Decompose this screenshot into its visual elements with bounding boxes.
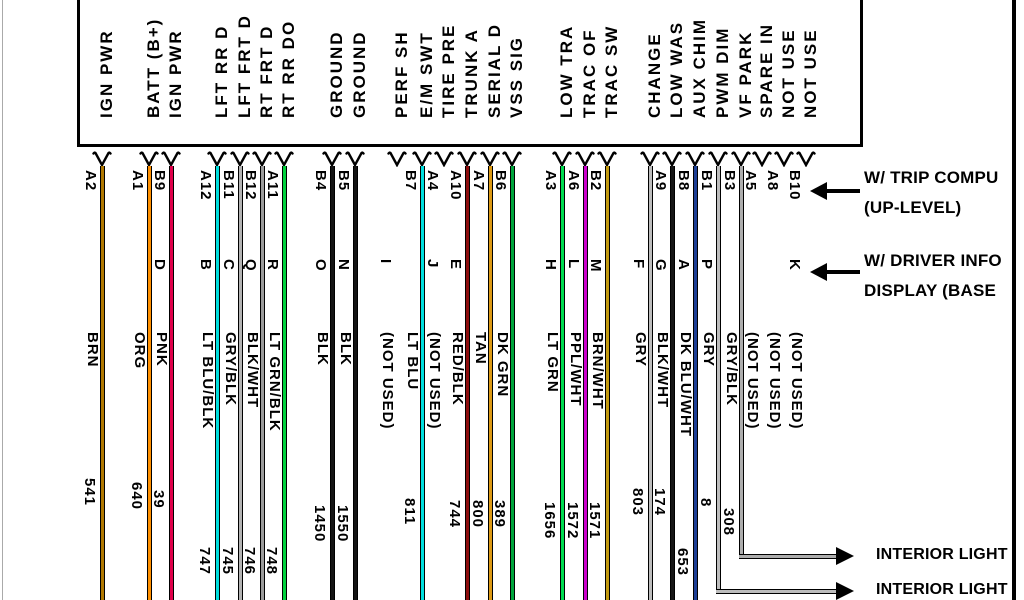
annotation-text: W/ TRIP COMPU [864,168,999,187]
arrow-left-icon [810,182,827,200]
connector-stub-icon [731,151,751,168]
wire-line [419,166,425,600]
connector-stub-icon [708,151,728,168]
wire-line [604,166,610,600]
connector-stub-icon [139,151,159,168]
arrow-left-icon [810,263,827,281]
wire-line [259,166,265,600]
connector-stub-icon [480,151,500,168]
connector-stub-icon [322,151,342,168]
connector-stub-icon [774,151,794,168]
connector-box [77,0,863,147]
arrow-right-icon [836,582,854,600]
annotation-text: DISPLAY (BASE [864,281,997,300]
connector-stub-icon [502,151,522,168]
option-arrow-line [824,189,860,193]
connector-stub-icon [345,151,365,168]
wire-line [559,166,565,600]
connector-stub-icon [796,151,816,168]
wire-elbow-line [738,553,836,559]
wire-line [329,166,335,600]
option-arrow-line [824,270,860,274]
connector-stub-icon [597,151,617,168]
wire-line [352,166,358,600]
connector-stub-icon [685,151,705,168]
connector-stub-icon [387,151,407,168]
wire-line [168,166,174,600]
page-right-border [1012,0,1016,600]
connector-stub-icon [252,151,272,168]
wire-line [509,166,515,600]
connector-stub-icon [752,151,772,168]
annotation-text: W/ DRIVER INFO [864,251,1002,270]
wire-line [692,166,698,600]
connector-stub-icon [575,151,595,168]
wire-line [582,166,588,600]
connector-stub-icon [457,151,477,168]
connector-stub-icon [552,151,572,168]
connector-stub-icon [434,151,454,168]
annotation-text: (UP-LEVEL) [864,198,962,217]
wire-line [464,166,470,600]
wire-line [146,166,152,600]
page-left-edge-line [2,0,3,600]
connector-stub-icon [640,151,660,168]
wire-line [99,166,105,600]
arrow-right-icon [836,547,854,565]
wire-line [715,166,721,589]
connector-stub-icon [412,151,432,168]
wire-line [669,166,675,600]
connector-stub-icon [207,151,227,168]
connector-stub-icon [662,151,682,168]
wire-line [214,166,220,600]
connector-stub-icon [161,151,181,168]
annotation-text: INTERIOR LIGHT [876,581,1008,598]
wire-line [738,166,744,554]
wire-line [237,166,243,600]
annotation-text: INTERIOR LIGHT [876,546,1008,563]
connector-stub-icon [274,151,294,168]
wire-line [647,166,653,600]
wire-elbow-line [715,588,836,594]
connector-stub-icon [230,151,250,168]
wire-line [281,166,287,600]
wire-line [487,166,493,600]
connector-stub-icon [92,151,112,168]
